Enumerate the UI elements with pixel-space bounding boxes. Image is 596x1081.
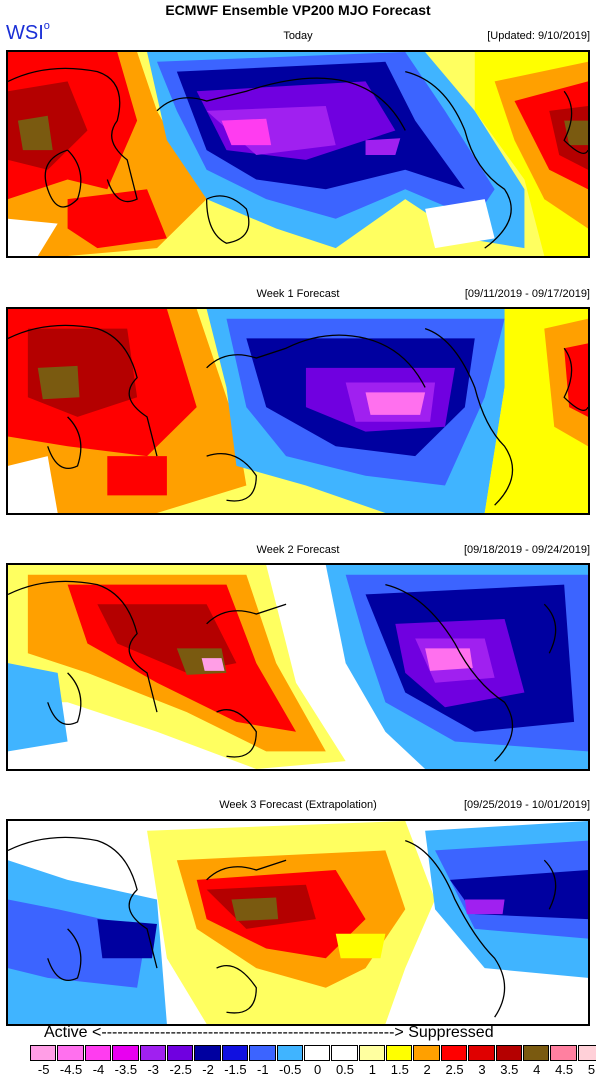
legend-swatch <box>249 1045 276 1061</box>
legend-swatch <box>221 1045 249 1061</box>
legend-level-label: -1 <box>257 1062 269 1077</box>
wsi-logo: WSIo <box>6 20 50 44</box>
legend-level-label: 0.5 <box>335 1062 355 1077</box>
legend-swatch <box>468 1045 495 1061</box>
legend-level-label: -0.5 <box>279 1062 302 1077</box>
page-title: ECMWF Ensemble VP200 MJO Forecast <box>165 2 431 18</box>
panel-title-week1: Week 1 Forecast <box>256 288 340 300</box>
legend-level-label: 4.5 <box>555 1062 574 1077</box>
legend-level-label: -4 <box>92 1062 105 1077</box>
legend-swatch <box>112 1045 139 1061</box>
legend-swatch <box>440 1045 468 1061</box>
legend-level-label: -2.5 <box>169 1062 192 1077</box>
legend-swatch <box>84 1045 112 1061</box>
legend-swatch <box>30 1045 57 1061</box>
legend-swatch <box>523 1045 550 1061</box>
legend-level-label: -3.5 <box>114 1062 138 1077</box>
legend-swatch <box>358 1045 386 1061</box>
legend-colorbar <box>30 1045 596 1061</box>
legend-level-label: -5 <box>37 1062 50 1077</box>
legend-swatch <box>550 1045 577 1061</box>
legend-active-suppressed-label: Active <--------------------------------… <box>44 1024 494 1041</box>
legend-level-label: 2.5 <box>445 1062 464 1077</box>
legend-level-label: 3.5 <box>500 1062 519 1077</box>
legend-swatch <box>413 1045 440 1061</box>
map-week3 <box>6 819 590 1026</box>
legend-swatch <box>303 1045 331 1061</box>
legend-level-label: 4 <box>533 1062 541 1077</box>
legend-swatch <box>194 1045 221 1061</box>
legend-level-labels: -5 -4.5 -4 -3.5 -3 -2.5 -2 -1.5 -1 -0.5 0 0.5 1 1.5 2 2… <box>30 1062 596 1077</box>
legend-level-label: 1.5 <box>390 1062 409 1077</box>
legend-swatch <box>577 1045 596 1061</box>
panel-title-week3: Week 3 Forecast (Extrapolation) <box>219 799 377 811</box>
legend-level-label: -1.5 <box>224 1062 247 1077</box>
legend-swatch <box>495 1045 523 1061</box>
panel-date-today: [Updated: 9/10/2019] <box>487 30 590 42</box>
legend-level-label: 3 <box>478 1062 486 1077</box>
legend-swatch <box>166 1045 194 1061</box>
legend-level-label: 0 <box>313 1062 322 1077</box>
map-today <box>6 50 590 258</box>
panel-title-week2: Week 2 Forecast <box>256 544 340 556</box>
legend-level-label: -2 <box>202 1062 214 1077</box>
panel-date-week2: [09/18/2019 - 09/24/2019] <box>464 544 590 556</box>
legend-level-label: 1 <box>368 1062 376 1077</box>
map-week1 <box>6 307 590 515</box>
legend-level-label: -4.5 <box>59 1062 83 1077</box>
panel-date-week1: [09/11/2019 - 09/17/2019] <box>464 288 590 300</box>
legend-swatch <box>331 1045 358 1061</box>
legend-level-label: 5 <box>587 1062 596 1077</box>
legend-swatch <box>139 1045 166 1061</box>
legend-level-label: -3 <box>147 1062 160 1077</box>
legend-swatch <box>276 1045 303 1061</box>
panel-title-today: Today <box>283 30 313 42</box>
panel-date-week3: [09/25/2019 - 10/01/2019] <box>464 799 590 811</box>
legend-swatch <box>57 1045 84 1061</box>
map-week2 <box>6 563 590 771</box>
legend-level-label: 2 <box>423 1062 431 1077</box>
legend-swatch <box>386 1045 413 1061</box>
